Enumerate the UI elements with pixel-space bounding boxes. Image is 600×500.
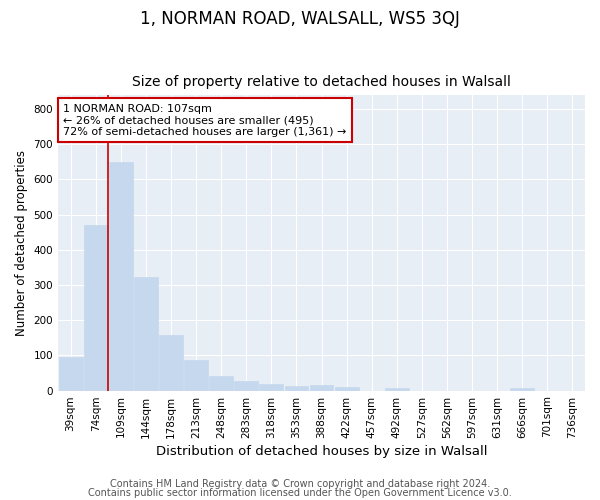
Text: Contains HM Land Registry data © Crown copyright and database right 2024.: Contains HM Land Registry data © Crown c… xyxy=(110,479,490,489)
Bar xyxy=(511,388,534,390)
Text: 1, NORMAN ROAD, WALSALL, WS5 3QJ: 1, NORMAN ROAD, WALSALL, WS5 3QJ xyxy=(140,10,460,28)
Bar xyxy=(134,277,158,390)
Bar xyxy=(235,382,258,390)
Bar xyxy=(159,336,183,390)
Bar xyxy=(284,386,308,390)
Bar xyxy=(84,225,107,390)
X-axis label: Distribution of detached houses by size in Walsall: Distribution of detached houses by size … xyxy=(156,444,487,458)
Text: 1 NORMAN ROAD: 107sqm
← 26% of detached houses are smaller (495)
72% of semi-det: 1 NORMAN ROAD: 107sqm ← 26% of detached … xyxy=(64,104,347,137)
Bar xyxy=(109,162,133,390)
Text: Contains public sector information licensed under the Open Government Licence v3: Contains public sector information licen… xyxy=(88,488,512,498)
Title: Size of property relative to detached houses in Walsall: Size of property relative to detached ho… xyxy=(132,76,511,90)
Y-axis label: Number of detached properties: Number of detached properties xyxy=(15,150,28,336)
Bar xyxy=(209,376,233,390)
Bar xyxy=(310,384,334,390)
Bar xyxy=(59,357,83,390)
Bar xyxy=(184,360,208,390)
Bar xyxy=(259,384,283,390)
Bar xyxy=(335,387,359,390)
Bar xyxy=(385,388,409,390)
